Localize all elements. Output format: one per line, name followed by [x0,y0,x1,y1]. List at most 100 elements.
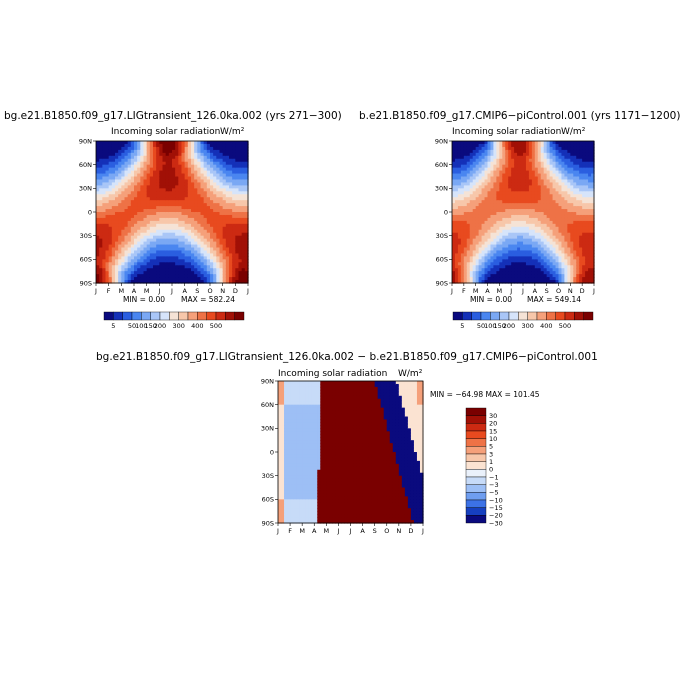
panel2-cell [528,161,533,166]
panel2-cell [520,223,524,228]
panel2-cell [508,277,512,281]
panel2-cell [457,277,462,281]
panel2-cell [546,247,551,252]
panel2-cell [502,141,506,145]
panel1-cell [111,200,116,204]
panel1-cell [111,182,116,186]
panel3-cell [284,401,288,406]
panel3-cell [290,425,294,429]
panel2-cell [561,146,566,151]
panel2-cell [570,277,574,281]
panel2-cell [475,152,480,157]
panel2-cell [514,182,518,186]
panel2-cell [520,280,524,284]
panel1-cell [165,250,170,255]
panel1-cell [111,149,116,154]
panel2-cell [463,253,468,257]
panel2-cell [543,235,548,240]
panel2-cell [493,146,497,151]
panel2-cell [591,274,595,278]
panel1-cell [172,203,176,207]
panel2-cell [591,212,595,216]
panel1-cell [140,262,145,266]
panel1-xtick-label: S [195,287,199,295]
panel2-cell [567,161,571,166]
panel1-cell [187,179,192,184]
panel2-cell [511,152,515,157]
panel1-cell [165,238,170,243]
panel2-cell [487,161,492,166]
panel1-cell [191,185,195,189]
panel2-cell [505,232,509,237]
panel1-cell [149,206,154,210]
panel2-cell [457,268,462,272]
panel1-cell [168,268,173,272]
panel1-cell [99,238,103,243]
panel2-cell [505,277,509,281]
panel2-cell [514,143,518,148]
panel2-cell [582,212,586,216]
panel2-cell [591,238,595,243]
panel1-cell [219,280,224,284]
panel1-cell [172,214,176,219]
panel2-cell [579,170,583,175]
panel1-colorbar-swatch [206,311,217,321]
panel3-cell [284,428,288,432]
panel1-cell [111,256,116,260]
panel2-cell [531,223,536,228]
panel2-cell [528,223,533,228]
panel2-cell [567,217,571,222]
panel1-cell [238,250,243,255]
panel1-cell [175,277,179,281]
panel2-cell [511,191,515,195]
panel1-cell [219,253,224,257]
panel2-cell [582,277,586,281]
panel1-cell [165,203,170,207]
panel1-cell [197,247,202,252]
panel2-cell [534,194,539,198]
panel1-cell [162,262,167,266]
panel2-cell [502,217,506,222]
panel2-cell [525,271,530,275]
panel3-cell [284,419,288,424]
panel1-cell [225,229,230,234]
panel1-cell [108,146,113,151]
panel2-cell [534,143,539,148]
panel1-cell [194,149,198,154]
panel1-cell [124,253,129,257]
panel1-cell [118,170,122,175]
panel1-cell [222,170,227,175]
panel1-cell [206,146,211,151]
panel1-ytick-label: 60N [79,161,92,169]
panel2-cell [528,188,533,192]
panel2-cell [523,247,527,252]
panel1-cell [127,214,132,219]
panel1-cell [156,161,160,166]
panel2-cell [549,274,554,278]
panel2-cell [520,179,524,184]
panel1-cell [121,143,126,148]
panel1-cell [225,197,230,201]
panel2-cell [452,277,456,281]
panel2-cell [452,197,456,201]
panel1-cell [124,194,129,198]
panel2-cell [463,232,468,237]
panel1-cell [225,209,230,213]
panel2-cell [540,191,545,195]
panel2-cell [591,217,595,222]
panel2-cell [543,280,548,284]
panel1-cell [213,167,217,172]
panel1-cell [175,271,179,275]
panel1-cell [99,197,103,201]
panel1-cell [175,247,179,252]
panel1-cell [124,167,129,172]
panel3-cell [278,469,282,474]
panel1-cell [121,170,126,175]
panel1-cell [216,149,221,154]
panel2-cell [493,250,497,255]
panel1-cell [118,173,122,178]
panel2-cell [543,250,548,255]
panel3-cell [290,469,294,474]
panel1-cell [203,167,208,172]
panel2-cell [531,146,536,151]
